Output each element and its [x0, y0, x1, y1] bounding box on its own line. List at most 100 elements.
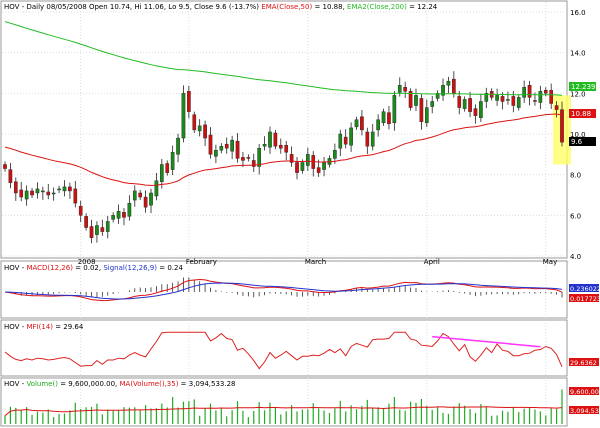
price-header: HOV - Daily 08/05/2008 Open 10.74, Hi 11… [4, 3, 438, 11]
macd-header: HOV - MACD(12,26) = 0.02, Signal(12,26,9… [4, 264, 183, 272]
candle-body [457, 96, 462, 108]
candle-body [13, 181, 18, 194]
candle-body [154, 180, 159, 197]
candle-body [322, 162, 326, 170]
candle-body [51, 192, 56, 195]
candle-body [392, 95, 397, 124]
ema50-line [4, 113, 563, 186]
candle-body [203, 124, 207, 139]
candle-body [46, 191, 51, 196]
candle-body [246, 157, 251, 159]
candle-body [273, 132, 278, 147]
candle-body [235, 140, 240, 159]
candle-body [295, 162, 299, 173]
candle-body [349, 127, 353, 146]
candle-body [241, 157, 245, 161]
candle-body [522, 87, 526, 98]
y-tick-label: 14.0 [570, 50, 586, 58]
candle-body [170, 152, 175, 170]
candle-body [479, 101, 483, 118]
volume-bars [4, 389, 563, 424]
candle-body [387, 112, 391, 125]
candle-body [441, 84, 445, 96]
candle-body [105, 221, 110, 232]
candle-body [132, 190, 137, 201]
candle-body [473, 108, 478, 116]
candle-body [278, 144, 283, 149]
y-tick-label: 4.0 [570, 253, 581, 261]
candle-body [160, 164, 164, 182]
candle-body [435, 93, 440, 99]
candle-body [554, 105, 559, 110]
candle-body [506, 99, 510, 101]
candle-body [181, 93, 186, 139]
candle-body [111, 215, 115, 220]
candle-body [370, 131, 375, 147]
y-tick-label: 10.0 [570, 131, 586, 139]
svg-text:3,094,533: 3,094,533 [570, 407, 600, 415]
candle-body [484, 93, 489, 102]
candle-body [381, 111, 386, 124]
candle-body [408, 91, 413, 108]
svg-text:12.239: 12.239 [571, 83, 596, 91]
candle-body [57, 188, 61, 191]
candle-body [549, 90, 554, 104]
gridlines [2, 2, 566, 426]
candle-body [41, 190, 45, 193]
candle-body [73, 188, 78, 204]
candle-body [89, 226, 94, 238]
candle-body [268, 131, 272, 148]
candle-body [68, 186, 72, 192]
candle-body [35, 188, 40, 194]
candle-body [219, 145, 224, 151]
candle-body [62, 186, 67, 192]
candle-body [127, 202, 132, 217]
mfi-line [4, 331, 563, 370]
ema200-line [4, 21, 563, 96]
candle-body [84, 216, 88, 228]
candle-body [365, 131, 370, 147]
candle-body [360, 116, 364, 131]
candle-body [224, 143, 229, 149]
candle-body [143, 196, 148, 208]
candle-body [257, 148, 261, 167]
mfi-header: HOV - MFI(14) = 29.64 [4, 323, 84, 331]
candle-body [452, 78, 456, 94]
x-tick-label: May [543, 258, 557, 266]
x-tick-label: April [424, 258, 440, 266]
candle-body [300, 162, 305, 171]
y-tick-label: 12.0 [570, 90, 586, 98]
svg-text:9.6: 9.6 [571, 138, 583, 146]
x-tick-label: February [186, 258, 217, 266]
candle-body [468, 98, 472, 112]
candle-body [149, 192, 153, 206]
y-tick-label: 8.0 [570, 172, 581, 180]
candle-body [560, 109, 564, 143]
candle-body [95, 225, 99, 235]
moving-averages [4, 21, 563, 186]
candle-body [192, 114, 197, 131]
candle-body [138, 192, 143, 198]
candle-body [289, 154, 294, 163]
price-tags: 12.239 10.88 9.6 [569, 82, 596, 146]
candle-body [3, 164, 7, 169]
candle-body [306, 154, 310, 166]
candle-body [516, 97, 521, 108]
svg-text:0.017723: 0.017723 [570, 295, 600, 303]
macd-panel [0, 260, 568, 319]
candle-body [376, 119, 380, 131]
candle-body [78, 205, 83, 216]
candle-body [403, 87, 407, 92]
mfi-line [4, 331, 563, 370]
candle-body [165, 163, 170, 173]
candle-body [424, 107, 429, 124]
candle-body [176, 137, 180, 155]
candle-body [262, 143, 267, 147]
svg-text:10.88: 10.88 [571, 110, 591, 118]
candle-body [251, 160, 256, 167]
macd-lines [4, 277, 563, 302]
candle-body [122, 212, 126, 218]
candle-body [397, 84, 402, 93]
mfi-panel [0, 319, 568, 377]
